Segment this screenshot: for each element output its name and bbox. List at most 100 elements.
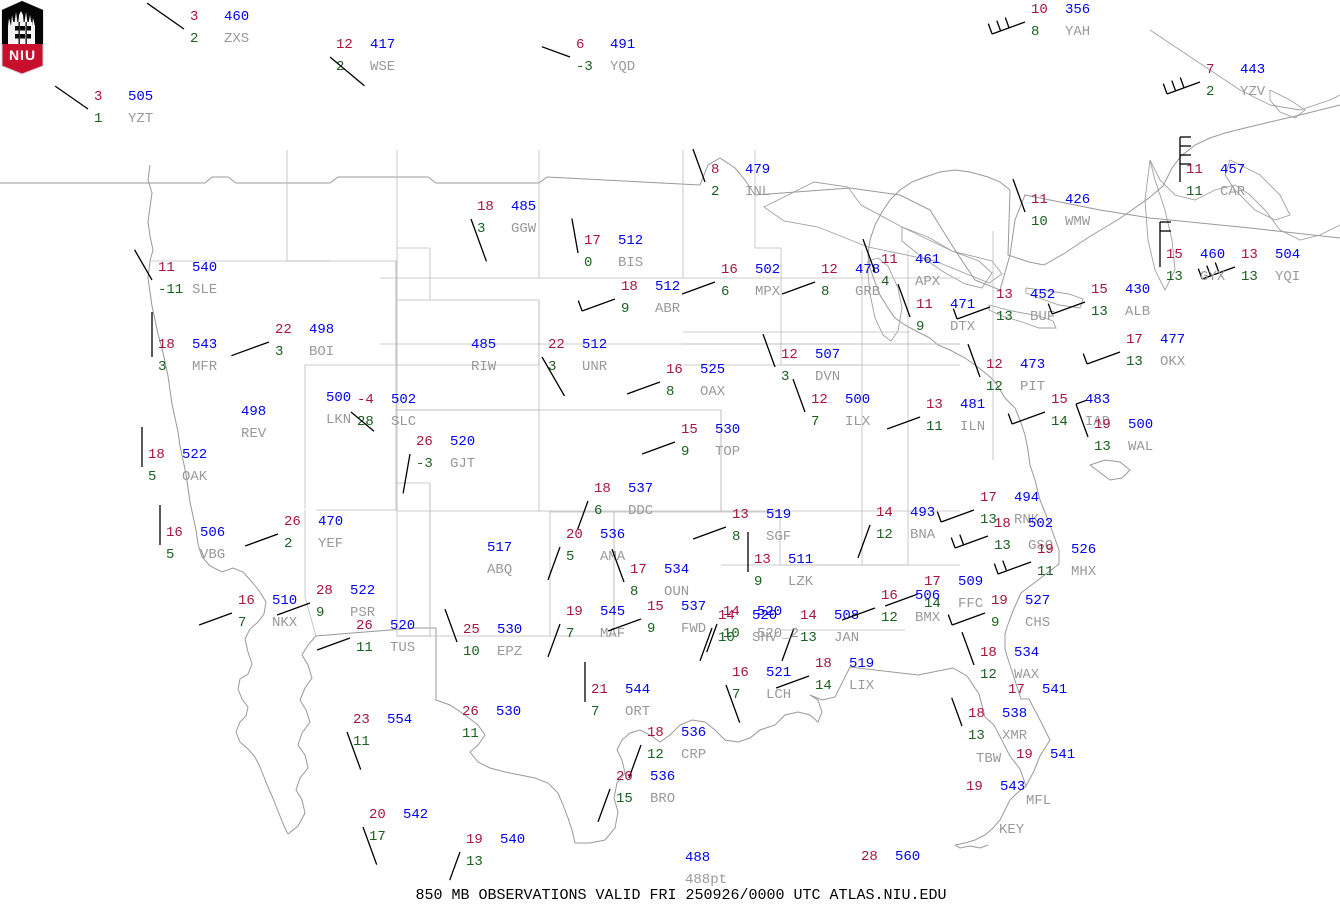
- svg-text:28: 28: [861, 849, 878, 865]
- svg-text:12: 12: [986, 357, 1003, 373]
- svg-text:527: 527: [1025, 593, 1050, 609]
- svg-text:YZT: YZT: [128, 111, 153, 127]
- svg-text:OAK: OAK: [182, 469, 208, 485]
- svg-text:544: 544: [625, 682, 650, 698]
- svg-text:6: 6: [576, 37, 584, 53]
- svg-text:WAL: WAL: [1128, 439, 1153, 455]
- svg-text:18: 18: [477, 199, 494, 215]
- svg-text:11: 11: [926, 419, 943, 435]
- svg-text:18: 18: [594, 481, 611, 497]
- svg-text:MHX: MHX: [1071, 564, 1097, 580]
- svg-text:10: 10: [463, 644, 480, 660]
- svg-text:10: 10: [1031, 214, 1048, 230]
- svg-text:INL: INL: [745, 184, 770, 200]
- svg-text:18: 18: [148, 447, 165, 463]
- svg-text:16: 16: [732, 665, 749, 681]
- svg-text:9: 9: [621, 301, 629, 317]
- svg-text:13: 13: [1126, 354, 1143, 370]
- svg-text:2: 2: [336, 59, 344, 75]
- svg-text:DVN: DVN: [815, 369, 840, 385]
- svg-text:494: 494: [1014, 490, 1039, 506]
- svg-text:12: 12: [881, 610, 898, 626]
- svg-text:534: 534: [1014, 645, 1039, 661]
- svg-text:MFR: MFR: [192, 359, 218, 375]
- svg-text:18: 18: [621, 279, 638, 295]
- svg-text:488: 488: [685, 850, 710, 866]
- svg-text:536: 536: [681, 725, 706, 741]
- svg-text:8: 8: [1031, 24, 1039, 40]
- svg-text:TBW: TBW: [976, 751, 1002, 767]
- svg-text:491: 491: [610, 37, 635, 53]
- svg-text:7: 7: [238, 615, 246, 631]
- svg-text:479: 479: [745, 162, 770, 178]
- svg-text:19: 19: [566, 604, 583, 620]
- svg-text:17: 17: [584, 233, 601, 249]
- svg-text:MPX: MPX: [755, 284, 781, 300]
- svg-text:WAX: WAX: [1014, 667, 1040, 683]
- svg-text:461: 461: [915, 252, 940, 268]
- svg-text:LIX: LIX: [849, 678, 875, 694]
- svg-text:16: 16: [238, 593, 255, 609]
- svg-text:11: 11: [1037, 564, 1054, 580]
- svg-text:13: 13: [996, 309, 1013, 325]
- svg-text:507: 507: [815, 347, 840, 363]
- svg-text:534: 534: [664, 562, 689, 578]
- svg-text:538: 538: [1002, 706, 1027, 722]
- svg-text:JAN: JAN: [834, 630, 859, 646]
- svg-text:477: 477: [1160, 332, 1185, 348]
- svg-text:SGF: SGF: [766, 529, 791, 545]
- svg-text:13: 13: [800, 630, 817, 646]
- svg-text:530: 530: [496, 704, 521, 720]
- svg-text:520: 520: [390, 618, 415, 634]
- svg-text:15: 15: [647, 599, 664, 615]
- svg-text:14: 14: [800, 608, 817, 624]
- svg-text:16: 16: [166, 525, 183, 541]
- svg-text:537: 537: [681, 599, 706, 615]
- svg-text:15: 15: [1051, 392, 1068, 408]
- svg-text:521: 521: [766, 665, 791, 681]
- svg-text:BOI: BOI: [309, 344, 334, 360]
- svg-text:FFC: FFC: [958, 596, 983, 612]
- svg-text:YAH: YAH: [1065, 24, 1090, 40]
- svg-text:460: 460: [224, 9, 249, 25]
- svg-text:11: 11: [353, 734, 370, 750]
- svg-text:OAX: OAX: [700, 384, 726, 400]
- svg-text:-3: -3: [576, 59, 593, 75]
- svg-text:PIT: PIT: [1020, 379, 1045, 395]
- svg-text:6: 6: [594, 503, 602, 519]
- svg-text:545: 545: [600, 604, 625, 620]
- svg-text:CRP: CRP: [681, 747, 706, 763]
- svg-text:504: 504: [1275, 247, 1300, 263]
- svg-text:519: 519: [849, 656, 874, 672]
- svg-text:3: 3: [94, 89, 102, 105]
- svg-text:11: 11: [158, 260, 175, 276]
- svg-text:488pt: 488pt: [685, 872, 727, 888]
- svg-text:508: 508: [834, 608, 859, 624]
- svg-text:14: 14: [723, 604, 740, 620]
- svg-text:2: 2: [190, 31, 198, 47]
- svg-text:YEF: YEF: [318, 536, 343, 552]
- svg-text:18: 18: [994, 516, 1011, 532]
- svg-text:11: 11: [881, 252, 898, 268]
- svg-text:SLE: SLE: [192, 282, 217, 298]
- svg-text:452: 452: [1030, 287, 1055, 303]
- svg-text:20: 20: [369, 807, 386, 823]
- svg-text:WSE: WSE: [370, 59, 395, 75]
- svg-text:DDC: DDC: [628, 503, 653, 519]
- svg-text:493: 493: [910, 505, 935, 521]
- svg-text:502: 502: [391, 392, 416, 408]
- svg-text:17: 17: [1008, 682, 1025, 698]
- svg-text:26: 26: [284, 514, 301, 530]
- svg-text:11: 11: [916, 297, 933, 313]
- svg-text:WMW: WMW: [1065, 214, 1091, 230]
- svg-text:430: 430: [1125, 282, 1150, 298]
- svg-text:7: 7: [1206, 62, 1214, 78]
- svg-text:426: 426: [1065, 192, 1090, 208]
- svg-text:ILX: ILX: [845, 414, 871, 430]
- svg-text:ORT: ORT: [625, 704, 650, 720]
- svg-text:13: 13: [994, 538, 1011, 554]
- svg-text:8: 8: [711, 162, 719, 178]
- svg-text:14: 14: [815, 678, 832, 694]
- svg-text:12: 12: [986, 379, 1003, 395]
- svg-text:506: 506: [200, 525, 225, 541]
